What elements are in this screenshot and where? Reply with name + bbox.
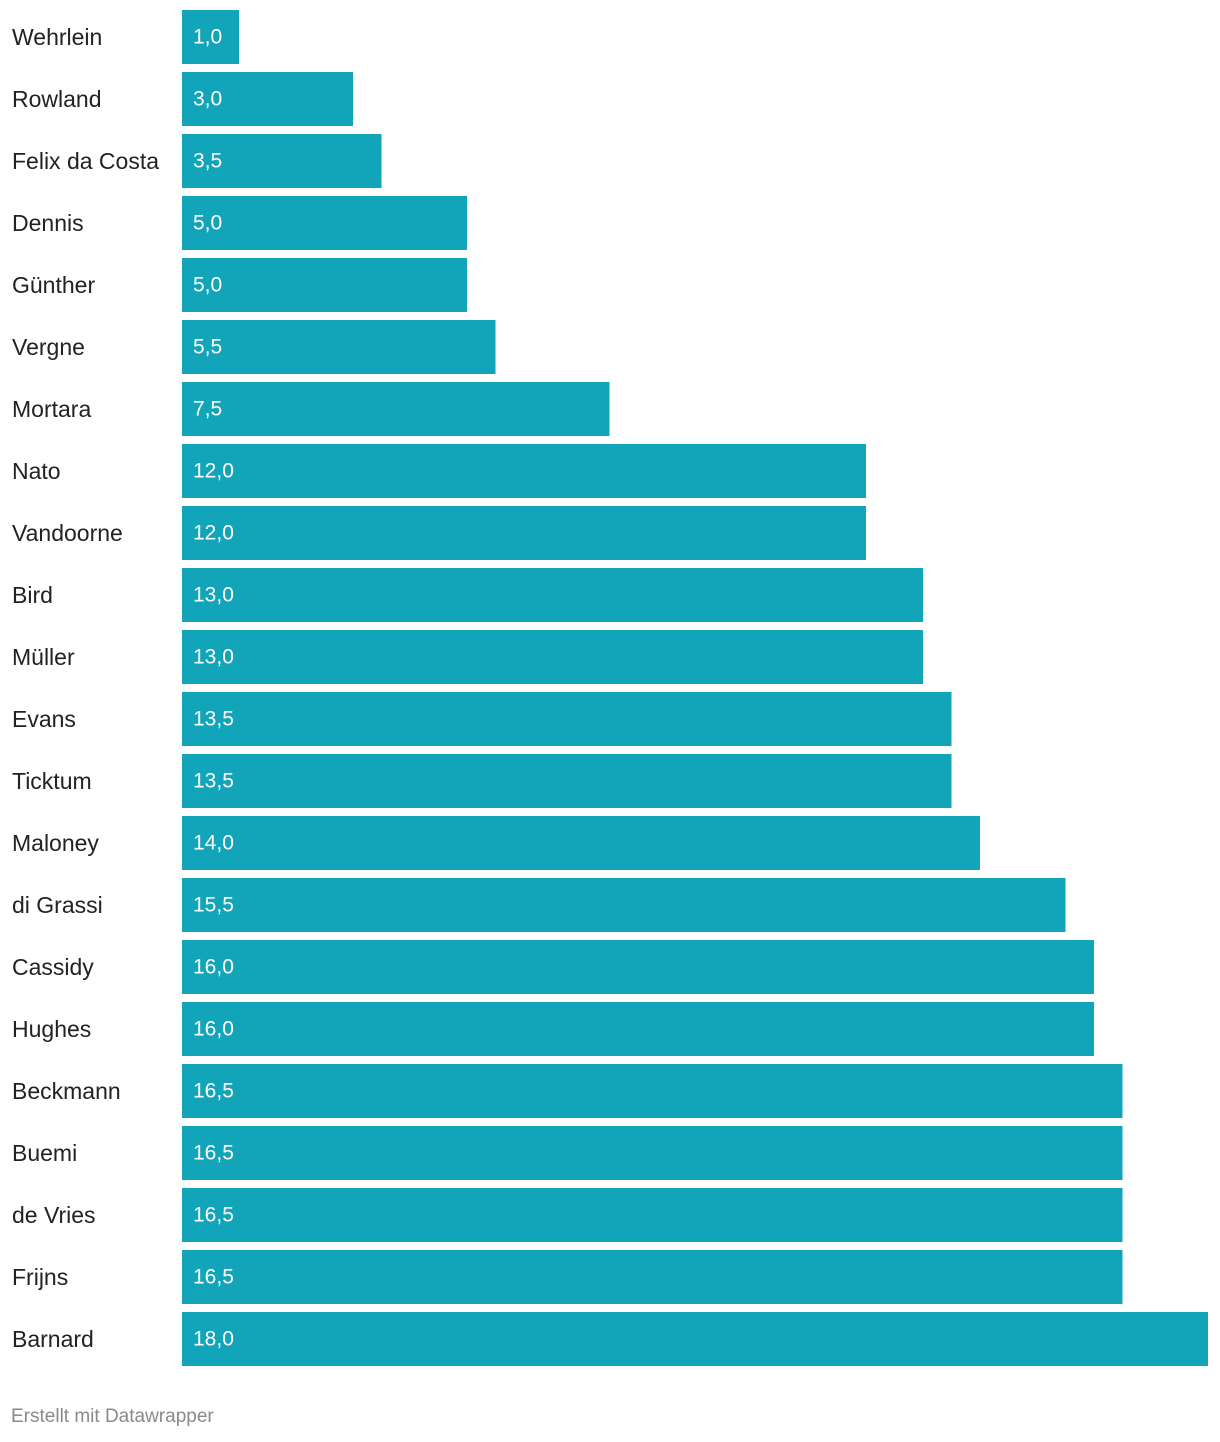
bar <box>182 382 610 436</box>
bar-value-label: 16,5 <box>193 1142 234 1165</box>
bar-value-label: 13,0 <box>193 646 234 669</box>
bar-row: Barnard 18,0 <box>12 1312 1208 1366</box>
bar-row: Vergne 5,5 <box>12 320 496 374</box>
bar-value-label: 16,5 <box>193 1080 234 1103</box>
category-label: Nato <box>12 458 61 484</box>
bar-row: Hughes 16,0 <box>12 1002 1094 1056</box>
bar-row: Frijns 16,5 <box>12 1250 1123 1304</box>
bar-row: Bird 13,0 <box>12 568 923 622</box>
bar-row: Müller 13,0 <box>12 630 923 684</box>
bar-row: Buemi 16,5 <box>12 1126 1123 1180</box>
category-label: Hughes <box>12 1016 91 1042</box>
bar-value-label: 1,0 <box>193 26 222 49</box>
bar-row: Felix da Costa 3,5 <box>12 134 382 188</box>
bar-value-label: 3,5 <box>193 150 222 173</box>
bar-chart: Wehrlein 1,0 Rowland 3,0 Felix da Costa 3,5 De… <box>12 10 1208 1366</box>
bar <box>182 1188 1123 1242</box>
bar-value-label: 13,0 <box>193 584 234 607</box>
bar-row: Wehrlein 1,0 <box>12 10 239 64</box>
bar-value-label: 5,5 <box>193 336 222 359</box>
category-label: Müller <box>12 644 75 670</box>
bar <box>182 134 382 188</box>
category-label: Ticktum <box>12 768 92 794</box>
bar-row: Mortara 7,5 <box>12 382 610 436</box>
category-label: Evans <box>12 706 76 732</box>
bar-value-label: 5,0 <box>193 274 222 297</box>
bar <box>182 10 239 64</box>
bar <box>182 630 923 684</box>
credit-footer: Erstellt mit Datawrapper <box>11 1406 214 1427</box>
bar <box>182 1126 1123 1180</box>
category-label: Mortara <box>12 396 91 422</box>
bar-row: Günther 5,0 <box>12 258 467 312</box>
bar-value-label: 12,0 <box>193 522 234 545</box>
bar <box>182 816 980 870</box>
category-label: Maloney <box>12 830 99 856</box>
category-label: Vergne <box>12 334 85 360</box>
bar-value-label: 16,5 <box>193 1204 234 1227</box>
bar-row: Nato 12,0 <box>12 444 866 498</box>
bar-value-label: 7,5 <box>193 398 222 421</box>
bar-row: Beckmann 16,5 <box>12 1064 1123 1118</box>
bar-value-label: 12,0 <box>193 460 234 483</box>
bar <box>182 568 923 622</box>
bar-row: de Vries 16,5 <box>12 1188 1123 1242</box>
bar <box>182 1312 1208 1366</box>
category-label: Buemi <box>12 1140 77 1166</box>
bar <box>182 754 952 808</box>
bar-value-label: 13,5 <box>193 770 234 793</box>
bar-value-label: 18,0 <box>193 1328 234 1351</box>
bar <box>182 1064 1123 1118</box>
bar-row: Dennis 5,0 <box>12 196 467 250</box>
bar-value-label: 16,5 <box>193 1266 234 1289</box>
bar-row: Rowland 3,0 <box>12 72 353 126</box>
bar-row: di Grassi 15,5 <box>12 878 1066 932</box>
category-label: Wehrlein <box>12 24 102 50</box>
bar <box>182 940 1094 994</box>
bar <box>182 320 496 374</box>
bar-row: Cassidy 16,0 <box>12 940 1094 994</box>
category-label: Vandoorne <box>12 520 123 546</box>
category-label: Beckmann <box>12 1078 121 1104</box>
category-label: Bird <box>12 582 53 608</box>
bar <box>182 692 952 746</box>
bar <box>182 72 353 126</box>
bar-value-label: 5,0 <box>193 212 222 235</box>
bar <box>182 506 866 560</box>
bar <box>182 444 866 498</box>
bar-value-label: 13,5 <box>193 708 234 731</box>
category-label: Frijns <box>12 1264 68 1290</box>
bar-row: Evans 13,5 <box>12 692 952 746</box>
category-label: Cassidy <box>12 954 94 980</box>
bar-row: Vandoorne 12,0 <box>12 506 866 560</box>
category-label: Felix da Costa <box>12 148 159 174</box>
bar <box>182 878 1066 932</box>
category-label: de Vries <box>12 1202 96 1228</box>
bar-value-label: 15,5 <box>193 894 234 917</box>
bar-row: Maloney 14,0 <box>12 816 980 870</box>
bar <box>182 1250 1123 1304</box>
category-label: Rowland <box>12 86 102 112</box>
bar-value-label: 3,0 <box>193 88 222 111</box>
bar-row: Ticktum 13,5 <box>12 754 952 808</box>
category-label: Dennis <box>12 210 84 236</box>
bar-value-label: 16,0 <box>193 1018 234 1041</box>
category-label: Günther <box>12 272 95 298</box>
category-label: di Grassi <box>12 892 103 918</box>
bar <box>182 258 467 312</box>
category-label: Barnard <box>12 1326 94 1352</box>
bar <box>182 196 467 250</box>
bar-value-label: 14,0 <box>193 832 234 855</box>
bar-value-label: 16,0 <box>193 956 234 979</box>
bar <box>182 1002 1094 1056</box>
